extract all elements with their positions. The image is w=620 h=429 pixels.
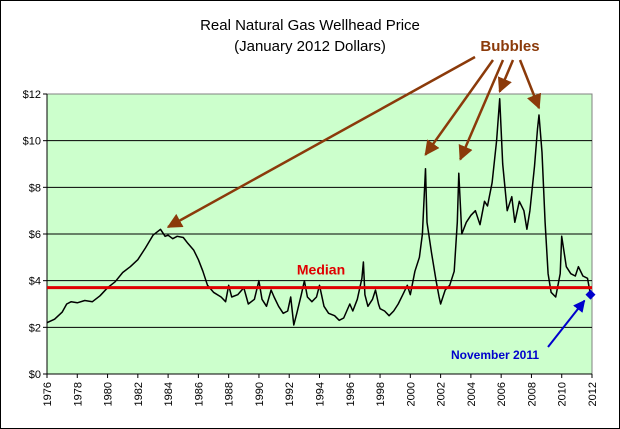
y-tick-label: $10 [23, 136, 41, 148]
y-tick-label: $6 [29, 229, 41, 241]
series-layer [46, 97, 592, 326]
x-tick-label: 1988 [224, 382, 236, 406]
last-point-label: November 2011 [451, 348, 539, 362]
annotation-layer: Bubbles November 2011 [166, 38, 596, 362]
chart-subtitle: (January 2012 Dollars) [234, 38, 386, 55]
x-tick-label: 1998 [375, 382, 387, 406]
x-tick-label: 1980 [103, 382, 115, 406]
y-axis: $0 $2 $4 $6 $8 $10 $12 [23, 89, 48, 381]
x-tick-label: 1992 [284, 382, 296, 406]
x-tick-label: 2008 [526, 382, 538, 406]
x-tick-label: 2002 [436, 382, 448, 406]
x-tick-label: 2000 [405, 382, 417, 406]
bubble-arrow [518, 59, 542, 110]
x-tick-label: 1990 [254, 382, 266, 406]
x-tick-label: 1996 [345, 382, 357, 406]
price-series-line [46, 97, 592, 326]
bubble-arrow [166, 55, 476, 229]
y-tick-label: $2 [29, 322, 41, 334]
x-tick-label: 1994 [315, 382, 327, 406]
chart-title: Real Natural Gas Wellhead Price [200, 17, 420, 34]
x-tick-label: 1984 [163, 382, 175, 406]
x-tick-label: 1982 [133, 382, 145, 406]
last-point-arrow [547, 299, 586, 348]
bubble-arrow [497, 59, 515, 94]
x-tick-label: 2012 [587, 382, 599, 406]
bubble-arrow [424, 59, 495, 156]
x-tick-label: 2010 [557, 382, 569, 406]
x-axis: 1976 1978 1980 1982 1984 1986 1988 1990 1992 1994… [42, 373, 599, 406]
bubbles-label: Bubbles [480, 38, 539, 55]
x-tick-label: 2006 [496, 382, 508, 406]
bubble-arrow [458, 59, 505, 161]
x-tick-label: 1986 [193, 382, 205, 406]
y-tick-label: $12 [23, 89, 41, 101]
y-tick-label: $0 [29, 369, 41, 381]
x-tick-label: 2004 [466, 382, 478, 406]
median-layer: Median [47, 262, 592, 290]
median-label: Median [297, 262, 345, 278]
last-point-marker [585, 289, 596, 300]
x-tick-label: 1976 [42, 382, 54, 406]
y-tick-label: $4 [29, 276, 41, 288]
x-tick-label: 1978 [72, 382, 84, 406]
y-tick-label: $8 [29, 182, 41, 194]
